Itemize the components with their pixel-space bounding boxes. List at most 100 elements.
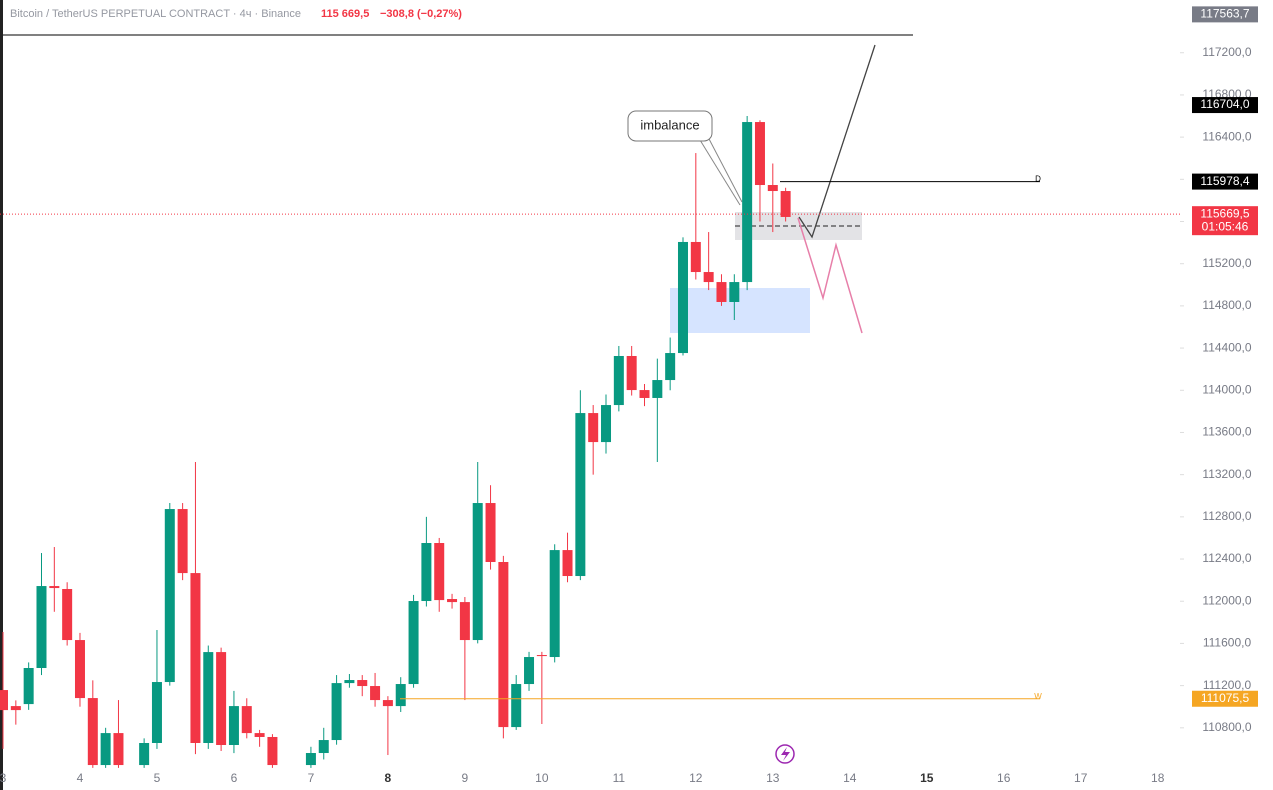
y-tick-label: 112800,0 (1202, 509, 1251, 523)
projection-down (797, 217, 863, 334)
candle-body (305, 753, 316, 766)
price-tag (1192, 206, 1258, 236)
candle-body (357, 680, 368, 687)
candle-body (613, 355, 624, 406)
candle-body (203, 652, 214, 743)
candle-body (62, 588, 73, 641)
x-tick-label: 18 (1151, 771, 1165, 785)
y-tick-label: 114800,0 (1202, 298, 1251, 312)
header-change: −308,8 (−0,27%) (380, 8, 462, 20)
y-tick-label: 111600,0 (1203, 636, 1252, 650)
candle-body (562, 550, 573, 577)
callout-pointer (699, 139, 741, 206)
candle-body (434, 543, 445, 601)
candle-body (0, 690, 8, 711)
price-tag-label: 116704,0 (1200, 97, 1249, 111)
candle-body (677, 241, 688, 354)
price-tag (1192, 6, 1258, 23)
x-tick-label: 17 (1074, 771, 1088, 785)
candle-body (74, 640, 85, 699)
price-tag (1192, 97, 1258, 114)
candle-body (113, 733, 124, 766)
price-tag (1192, 173, 1258, 190)
candle-body (716, 282, 727, 302)
candle-body (536, 655, 547, 657)
level-marker: D (1035, 175, 1041, 184)
x-tick-label: 7 (308, 771, 315, 785)
y-tick-label: 110800,0 (1202, 720, 1251, 734)
price-tag-label: 115978,4 (1200, 174, 1249, 188)
candle-body (690, 241, 701, 273)
candle-body (23, 668, 34, 705)
candle-body (36, 586, 47, 669)
candle-body (49, 586, 60, 589)
candle-body (382, 700, 393, 707)
y-tick-label: 113200,0 (1202, 467, 1251, 481)
candle-body (703, 272, 714, 283)
price-tag-timer: 01:05:46 (1202, 219, 1249, 233)
candle-body (575, 413, 586, 577)
y-tick-label: 116400,0 (1202, 129, 1251, 143)
candle-body (780, 191, 791, 217)
x-tick-label: 9 (462, 771, 469, 785)
y-tick-label: 114000,0 (1202, 382, 1251, 396)
candle-body (729, 282, 740, 302)
callout-box (627, 110, 713, 142)
y-tick-label: 111200,0 (1203, 678, 1252, 692)
price-tag (1192, 690, 1258, 707)
candle-body (639, 390, 650, 398)
candle-body (241, 706, 252, 734)
projection-up (798, 44, 876, 239)
event-icon (775, 744, 795, 764)
x-tick-label: 10 (535, 771, 549, 785)
candle-body (447, 599, 458, 603)
candle-body (87, 698, 98, 766)
y-tick-label: 115200,0 (1202, 256, 1251, 270)
left-edge (0, 0, 3, 790)
candle-body (742, 122, 753, 283)
x-tick-label: 11 (613, 771, 626, 785)
x-tick-label: 6 (231, 771, 238, 785)
candle-body (164, 509, 175, 683)
header-price: 115 669,5 (321, 8, 369, 20)
x-tick-label: 15 (920, 771, 934, 785)
x-tick-label: 16 (997, 771, 1011, 785)
y-tick-label: 112000,0 (1202, 593, 1251, 607)
candle-body (254, 733, 265, 737)
candle-body (472, 503, 483, 641)
y-tick-label: 114400,0 (1202, 340, 1251, 354)
x-tick-label: 8 (385, 771, 392, 785)
candle-body (421, 543, 432, 602)
candle-body (588, 413, 599, 443)
header-title: Bitcoin / TetherUS PERPETUAL CONTRACT · … (10, 8, 301, 20)
candle-body (331, 683, 342, 741)
candle-body (665, 353, 676, 381)
x-tick-label: 5 (154, 771, 161, 785)
candle-body (216, 652, 227, 746)
callout-text: imbalance (640, 117, 699, 132)
candle-body (767, 185, 778, 192)
price-tag-label: 111075,5 (1201, 691, 1250, 705)
candle-body (139, 742, 150, 766)
candle-body (652, 380, 663, 398)
candle-body (498, 561, 509, 728)
candle-body (754, 122, 765, 186)
candle-body (524, 657, 535, 685)
x-tick-label: 4 (77, 771, 84, 785)
x-tick-label: 3 (0, 771, 7, 785)
candle-body (511, 684, 522, 728)
plot: imbalance (3, 34, 913, 764)
imbalance-zone (670, 288, 810, 333)
x-tick-label: 12 (689, 771, 703, 785)
level-marker: W (1034, 692, 1042, 701)
candle-body (267, 736, 278, 766)
candle-body (228, 706, 239, 746)
callout-pointer (707, 136, 743, 203)
candle-body (177, 509, 188, 574)
candle-body (344, 680, 355, 684)
y-tick-label: 112400,0 (1202, 551, 1251, 565)
candle-body (318, 740, 329, 754)
candle-body (370, 686, 381, 701)
